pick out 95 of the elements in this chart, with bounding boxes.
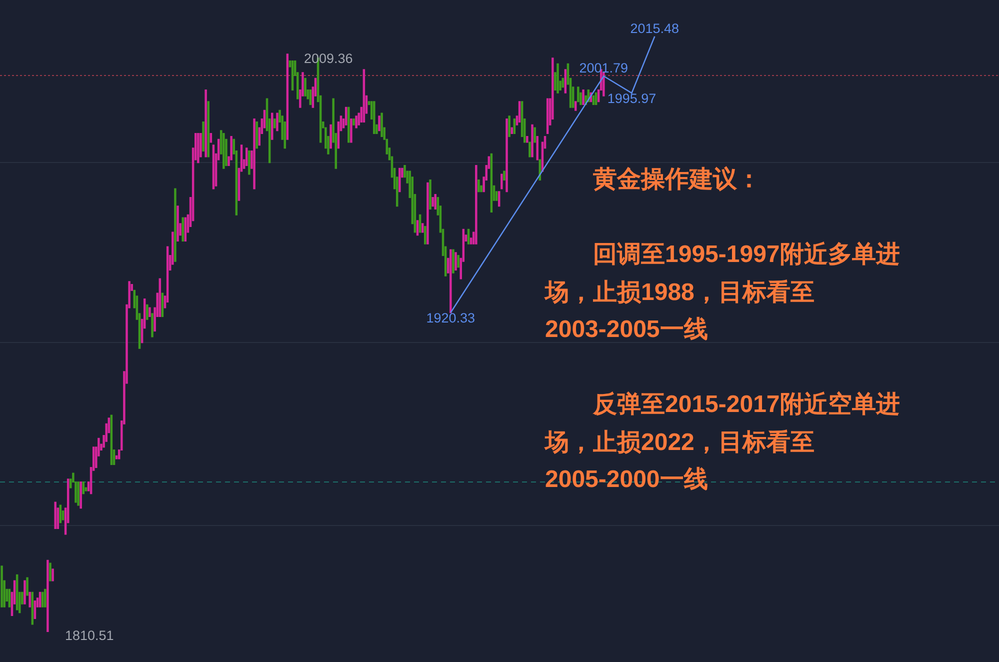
candlestick (248, 150, 250, 175)
annotation: 黄金操作建议： (592, 165, 762, 195)
candlestick (28, 592, 31, 608)
candlestick (146, 304, 148, 320)
candlestick (429, 180, 432, 210)
candlestick (210, 133, 212, 143)
candlestick (424, 226, 426, 244)
data-label: 1995.97 (607, 91, 656, 106)
candlestick (546, 98, 549, 134)
candlestick (478, 180, 480, 192)
candlestick (46, 560, 49, 632)
candlestick (602, 72, 605, 96)
candlestick (564, 69, 567, 94)
candlestick (528, 142, 531, 158)
candlestick (8, 588, 11, 608)
candlestick (246, 148, 248, 166)
candlestick (582, 90, 584, 106)
candlestick (454, 252, 457, 271)
candlestick (174, 188, 176, 262)
candlestick (577, 86, 580, 102)
candlestick (207, 101, 210, 158)
candlestick (344, 106, 348, 126)
candlestick (506, 118, 508, 192)
candlestick (398, 168, 401, 192)
candlestick (498, 191, 500, 207)
candlestick (148, 307, 151, 317)
candlestick (309, 90, 312, 106)
candlestick (416, 220, 419, 236)
candlestick (253, 118, 256, 190)
data-label: 2001.79 (579, 60, 628, 76)
candlestick (475, 165, 478, 244)
candlestick (562, 78, 564, 88)
candlestick (256, 121, 258, 149)
candlestick (432, 196, 434, 207)
candlestick (158, 278, 162, 317)
candlestick (556, 63, 559, 94)
candlestick (457, 255, 460, 268)
data-label: 2015.48 (630, 20, 680, 36)
candlestick (350, 118, 352, 143)
candlestick (348, 106, 350, 143)
candlestick (77, 481, 80, 506)
candlestick (24, 580, 26, 604)
candlestick (276, 112, 278, 132)
candlestick (373, 101, 376, 134)
candlestick (426, 182, 429, 244)
candlestick (531, 124, 534, 158)
candlestick (526, 136, 528, 143)
candlestick (518, 101, 521, 122)
candlestick (450, 249, 452, 314)
text: 1810.51 (65, 628, 114, 643)
candlestick (202, 121, 204, 152)
candlestick (380, 112, 383, 137)
candlestick (452, 249, 454, 274)
candlestick (536, 136, 538, 160)
candlestick (271, 112, 274, 140)
candlestick (508, 116, 510, 137)
candlestick (204, 90, 207, 158)
candlestick (49, 562, 52, 582)
candlestick (222, 133, 225, 169)
data-label: 1920.33 (426, 310, 476, 326)
candlestick (0, 566, 3, 608)
candlestick (41, 592, 44, 608)
candlestick (467, 228, 470, 244)
candlestick (176, 206, 179, 242)
candlestick (513, 118, 516, 134)
candlestick (574, 101, 577, 111)
candlestick (44, 588, 46, 608)
candlestick (500, 174, 503, 190)
text: 2009.36 (304, 51, 353, 66)
candlestick (34, 600, 36, 619)
candlestick (352, 118, 355, 126)
candlestick (182, 217, 184, 242)
candlestick (355, 116, 358, 128)
candlestick (421, 223, 424, 233)
candlestick (151, 313, 154, 338)
candlestick (59, 504, 62, 524)
candlestick (378, 116, 380, 132)
candlestick (274, 118, 276, 128)
candlestick (38, 592, 42, 608)
candlestick (80, 481, 82, 509)
candlestick (510, 127, 513, 134)
candlestick (330, 124, 332, 149)
candlestick (31, 592, 34, 625)
text: 回调至1995-1997附近多单进场，止损1988，目标看至2003-2005一线 (545, 241, 900, 343)
candlestick (304, 78, 306, 96)
candlestick (26, 577, 28, 596)
candlestick (52, 568, 54, 582)
candlestick (534, 127, 536, 143)
candlestick (197, 133, 200, 164)
text: 反弹至2015-2017附近空单进场，止损2022，目标看至2005-2000一线 (545, 391, 900, 493)
candlestick (362, 69, 366, 122)
candlestick (54, 502, 56, 529)
candlestick (503, 170, 506, 181)
candlestick (418, 214, 422, 233)
candlestick (434, 194, 436, 210)
